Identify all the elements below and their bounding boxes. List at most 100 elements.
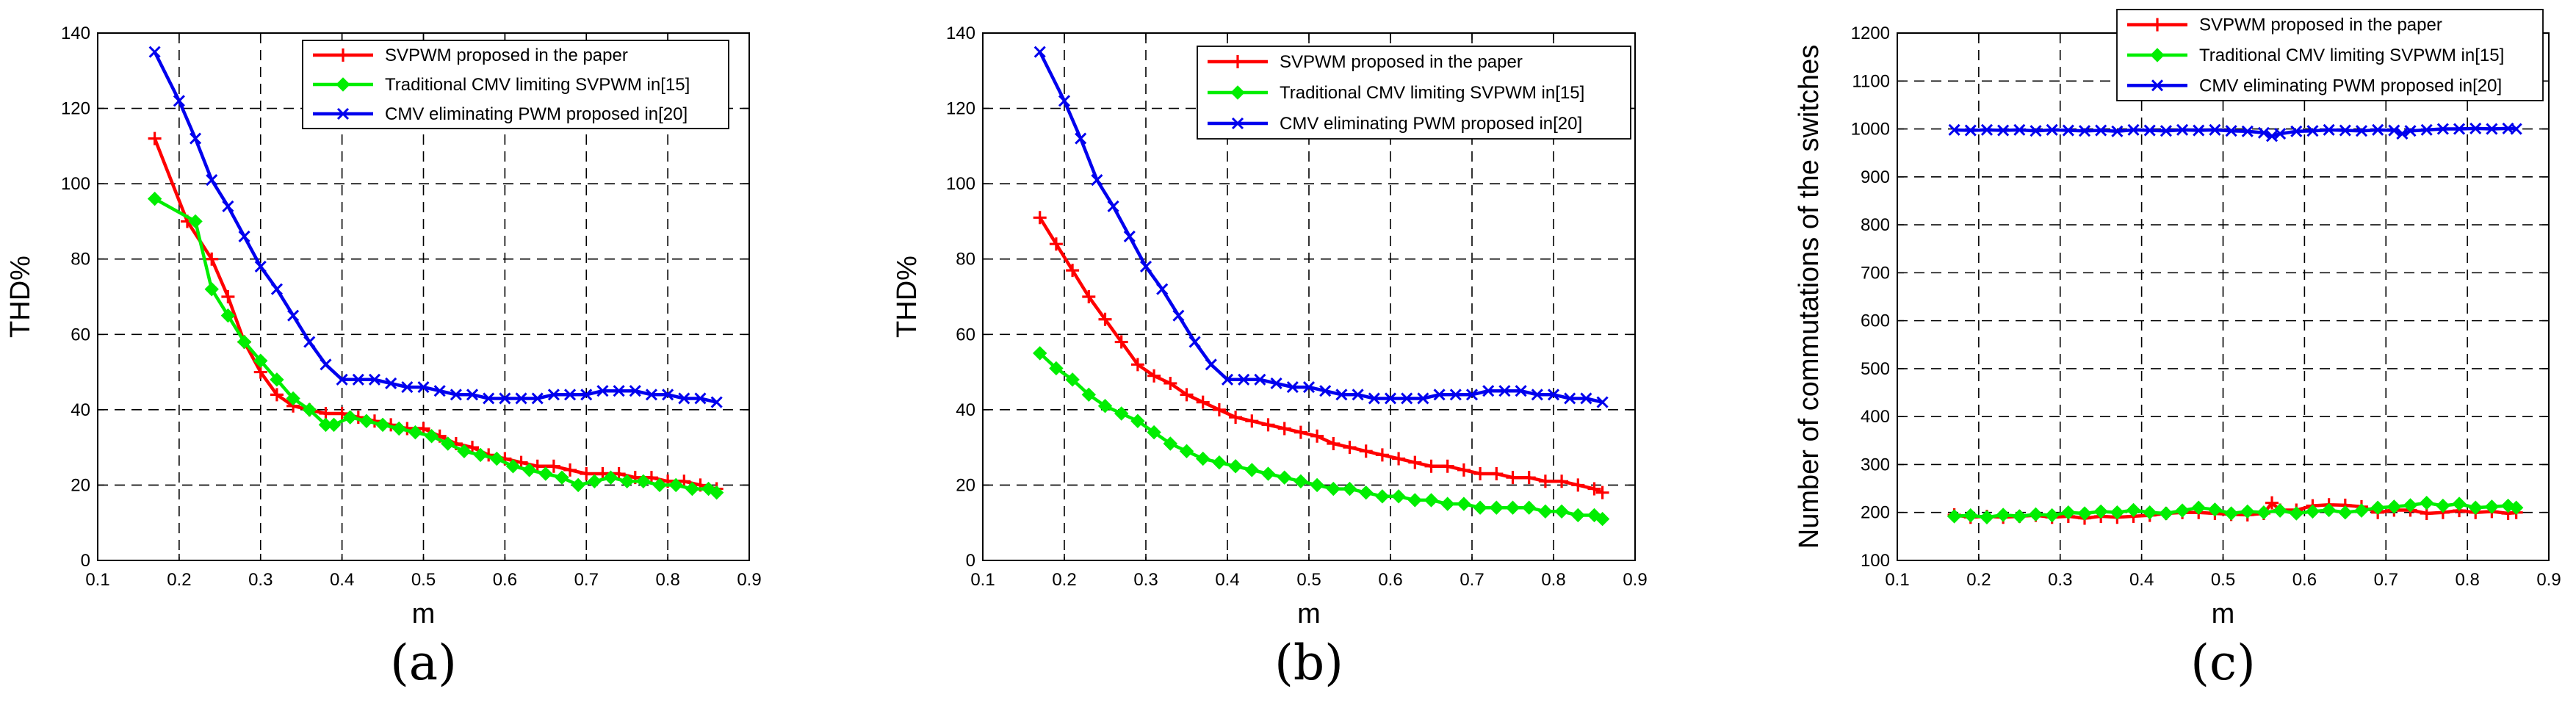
chart-a-traditional-cmv-limiting-svpwm-in-15-point bbox=[701, 481, 716, 497]
chart-c-svpwm-proposed-in-the-paper-point bbox=[2265, 496, 2279, 510]
chart-b-svpwm-proposed-in-the-paper-point bbox=[1277, 422, 1291, 436]
chart-c-y-tick-label: 500 bbox=[1861, 359, 1890, 379]
chart-b-traditional-cmv-limiting-svpwm-in-15-point bbox=[1294, 474, 1308, 489]
chart-b-cmv-eliminating-pwm-proposed-in-20-point bbox=[1205, 358, 1217, 371]
chart-b-traditional-cmv-limiting-svpwm-in-15-point bbox=[1342, 481, 1357, 497]
chart-c-cmv-eliminating-pwm-proposed-in-20-point bbox=[2078, 125, 2091, 137]
chart-a-svpwm-proposed-in-the-paper-point bbox=[563, 463, 577, 477]
chart-b-panel-label: (b) bbox=[1274, 635, 1343, 691]
chart-c-y-tick-label: 1000 bbox=[1851, 120, 1890, 140]
chart-a-traditional-cmv-limiting-svpwm-in-15-point bbox=[204, 282, 219, 297]
chart-b-cmv-eliminating-pwm-proposed-in-20-point bbox=[1238, 373, 1250, 386]
chart-a-traditional-cmv-limiting-svpwm-in-15-point bbox=[489, 451, 504, 466]
chart-c-traditional-cmv-limiting-svpwm-in-15-point bbox=[2223, 506, 2239, 521]
chart-a-traditional-cmv-limiting-svpwm-in-15-point bbox=[408, 425, 423, 440]
chart-a-cmv-eliminating-pwm-proposed-in-20-point bbox=[613, 385, 625, 397]
chart-a-cmv-eliminating-pwm-proposed-in-20-point bbox=[531, 392, 544, 405]
chart-c-cmv-eliminating-pwm-proposed-in-20-point bbox=[2241, 125, 2254, 137]
chart-c-y-tick-label: 1100 bbox=[1852, 71, 1890, 91]
chart-b-cmv-eliminating-pwm-proposed-in-20-point bbox=[1139, 260, 1152, 273]
chart-c-traditional-cmv-limiting-svpwm-in-15-point bbox=[2289, 506, 2303, 521]
chart-c-cmv-eliminating-pwm-proposed-in-20-point bbox=[2176, 123, 2189, 136]
chart-b-svpwm-proposed-in-the-paper-point bbox=[1082, 290, 1096, 303]
chart-c-traditional-cmv-limiting-svpwm-in-15-point bbox=[2240, 504, 2255, 519]
chart-b-svpwm-proposed-in-the-paper-point bbox=[1392, 452, 1406, 466]
chart-a-cmv-eliminating-pwm-proposed-in-20-point bbox=[368, 373, 381, 386]
chart-a-cmv-eliminating-pwm-proposed-in-20-point bbox=[222, 200, 234, 212]
chart-b-traditional-cmv-limiting-svpwm-in-15-point bbox=[1554, 504, 1569, 519]
chart-c-y-tick-label: 700 bbox=[1861, 263, 1890, 283]
chart-b-traditional-cmv-limiting-svpwm-in-15-point bbox=[1505, 500, 1520, 515]
chart-b-legend-label-traditional-cmv-limiting-svpwm-in-15: Traditional CMV limiting SVPWM in[15] bbox=[1280, 83, 1584, 103]
chart-b-svpwm-proposed-in-the-paper-point bbox=[1571, 478, 1585, 492]
chart-c-traditional-cmv-limiting-svpwm-in-15-point bbox=[2126, 502, 2141, 518]
chart-a-cmv-eliminating-pwm-proposed-in-20-point bbox=[466, 389, 479, 401]
chart-c-x-tick-label: 0.2 bbox=[1966, 570, 1991, 590]
chart-c-x-tick-label: 0.8 bbox=[2455, 570, 2479, 590]
chart-b-cmv-eliminating-pwm-proposed-in-20-point bbox=[1302, 381, 1316, 394]
chart-c-legend: SVPWM proposed in the paper Traditional C… bbox=[2116, 9, 2544, 101]
chart-b: 0.1 0.2 0.3 0.4 0.5 0.6 0.7 0.8 0.9 0 20 40 60 80 100 1… bbox=[892, 24, 1648, 691]
chart-c-cmv-eliminating-pwm-proposed-in-20-point bbox=[2257, 126, 2270, 139]
chart-b-cmv-eliminating-pwm-proposed-in-20-point bbox=[1531, 389, 1543, 401]
chart-c-traditional-cmv-limiting-svpwm-in-15-point bbox=[2143, 505, 2157, 520]
chart-b-x-axis-label: m bbox=[1297, 599, 1321, 629]
chart-a-svpwm-proposed-in-the-paper-point bbox=[205, 252, 219, 266]
chart-c-traditional-cmv-limiting-svpwm-in-15-point bbox=[2386, 499, 2402, 514]
chart-a-x-tick-label: 0.8 bbox=[655, 570, 679, 590]
chart-c-legend-label-traditional-cmv-limiting-svpwm-in-15: Traditional CMV limiting SVPWM in[15] bbox=[2199, 46, 2504, 65]
chart-c-legend-label-cmv-eliminating-pwm-proposed-in-20: CMV eliminating PWM proposed in[20] bbox=[2199, 76, 2502, 95]
chart-a-cmv-eliminating-pwm-proposed-in-20-point bbox=[173, 95, 185, 107]
chart-b-svpwm-proposed-in-the-paper-point bbox=[1066, 264, 1080, 278]
chart-b-legend-label-cmv-eliminating-pwm-proposed-in-20: CMV eliminating PWM proposed in[20] bbox=[1280, 114, 1582, 134]
chart-a-x-tick-label: 0.7 bbox=[574, 570, 599, 590]
chart-c-cmv-eliminating-pwm-proposed-in-20-point bbox=[1980, 123, 1994, 136]
chart-c-cmv-eliminating-pwm-proposed-in-20-point bbox=[2510, 123, 2522, 135]
chart-b-x-tick-label: 0.9 bbox=[1623, 570, 1647, 590]
chart-a-traditional-cmv-limiting-svpwm-in-15-point bbox=[326, 417, 342, 433]
chart-c-traditional-cmv-limiting-svpwm-in-15-point bbox=[1980, 510, 1994, 524]
chart-a-x-tick-label: 0.3 bbox=[248, 570, 273, 590]
chart-b-traditional-cmv-limiting-svpwm-in-15-point bbox=[1212, 455, 1227, 470]
chart-a-svpwm-proposed-in-the-paper-point bbox=[148, 131, 162, 145]
chart-a-cmv-eliminating-pwm-proposed-in-20-point bbox=[483, 392, 495, 405]
chart-b-traditional-cmv-limiting-svpwm-in-15-point bbox=[1473, 500, 1487, 515]
chart-c-traditional-cmv-limiting-svpwm-in-15-point bbox=[2419, 495, 2434, 510]
chart-c-cmv-eliminating-pwm-proposed-in-20-point bbox=[2323, 123, 2335, 136]
chart-c-y-tick-label: 100 bbox=[1861, 551, 1890, 571]
chart-c-traditional-cmv-limiting-svpwm-in-15-point bbox=[2484, 499, 2500, 514]
chart-a-y-tick-label: 20 bbox=[71, 475, 90, 495]
chart-b-y-tick-label: 0 bbox=[966, 551, 975, 571]
chart-c-x-tick-label: 0.9 bbox=[2536, 570, 2561, 590]
chart-b-cmv-eliminating-pwm-proposed-in-20-point bbox=[1188, 336, 1201, 348]
chart-c-cmv-eliminating-pwm-proposed-in-20-point bbox=[2062, 124, 2074, 137]
chart-c-cmv-eliminating-pwm-proposed-in-20-point bbox=[2388, 124, 2400, 137]
chart-c-traditional-cmv-limiting-svpwm-in-15-point bbox=[2110, 505, 2125, 520]
chart-c-cmv-eliminating-pwm-proposed-in-20-point bbox=[2160, 125, 2172, 137]
chart-b-cmv-eliminating-pwm-proposed-in-20-point bbox=[1564, 392, 1576, 405]
chart-b-traditional-cmv-limiting-svpwm-in-15-point bbox=[1326, 481, 1341, 497]
chart-c-traditional-cmv-limiting-svpwm-in-15-point bbox=[2077, 506, 2092, 521]
chart-b-series-cmv-eliminating-pwm-proposed-in-20 bbox=[1033, 46, 1609, 408]
chart-c-legend-traditional-cmv-limiting-svpwm-in-15-point bbox=[2150, 48, 2165, 62]
chart-c-cmv-eliminating-pwm-proposed-in-20-point bbox=[2046, 123, 2058, 136]
chart-b-cmv-eliminating-pwm-proposed-in-20-point bbox=[1156, 283, 1169, 295]
chart-c-traditional-cmv-limiting-svpwm-in-15-point bbox=[2508, 500, 2524, 515]
chart-c-cmv-eliminating-pwm-proposed-in-20-point bbox=[2095, 124, 2107, 137]
chart-c-y-tick-label: 200 bbox=[1861, 503, 1890, 523]
chart-c-cmv-eliminating-pwm-proposed-in-20-point bbox=[2111, 125, 2124, 137]
chart-a-traditional-cmv-limiting-svpwm-in-15-point bbox=[473, 447, 488, 463]
chart-b-legend-box bbox=[1197, 46, 1631, 140]
chart-b-y-tick-label: 80 bbox=[956, 250, 975, 270]
chart-a-x-tick-label: 0.9 bbox=[737, 570, 761, 590]
chart-b-svpwm-proposed-in-the-paper-point bbox=[1343, 441, 1357, 455]
chart-b-traditional-cmv-limiting-svpwm-in-15-point bbox=[1147, 425, 1161, 440]
chart-b-cmv-eliminating-pwm-proposed-in-20-point bbox=[1498, 385, 1511, 397]
chart-c-cmv-eliminating-pwm-proposed-in-20-point bbox=[2193, 124, 2205, 137]
chart-b-y-tick-label: 100 bbox=[946, 174, 975, 194]
chart-c-x-tick-label: 0.3 bbox=[2048, 570, 2072, 590]
chart-c-traditional-cmv-limiting-svpwm-in-15-point bbox=[2338, 505, 2353, 520]
chart-c-cmv-eliminating-pwm-proposed-in-20-point bbox=[2143, 124, 2156, 137]
chart-c-y-tick-label: 1200 bbox=[1851, 24, 1890, 43]
chart-a-traditional-cmv-limiting-svpwm-in-15-point bbox=[188, 214, 203, 229]
